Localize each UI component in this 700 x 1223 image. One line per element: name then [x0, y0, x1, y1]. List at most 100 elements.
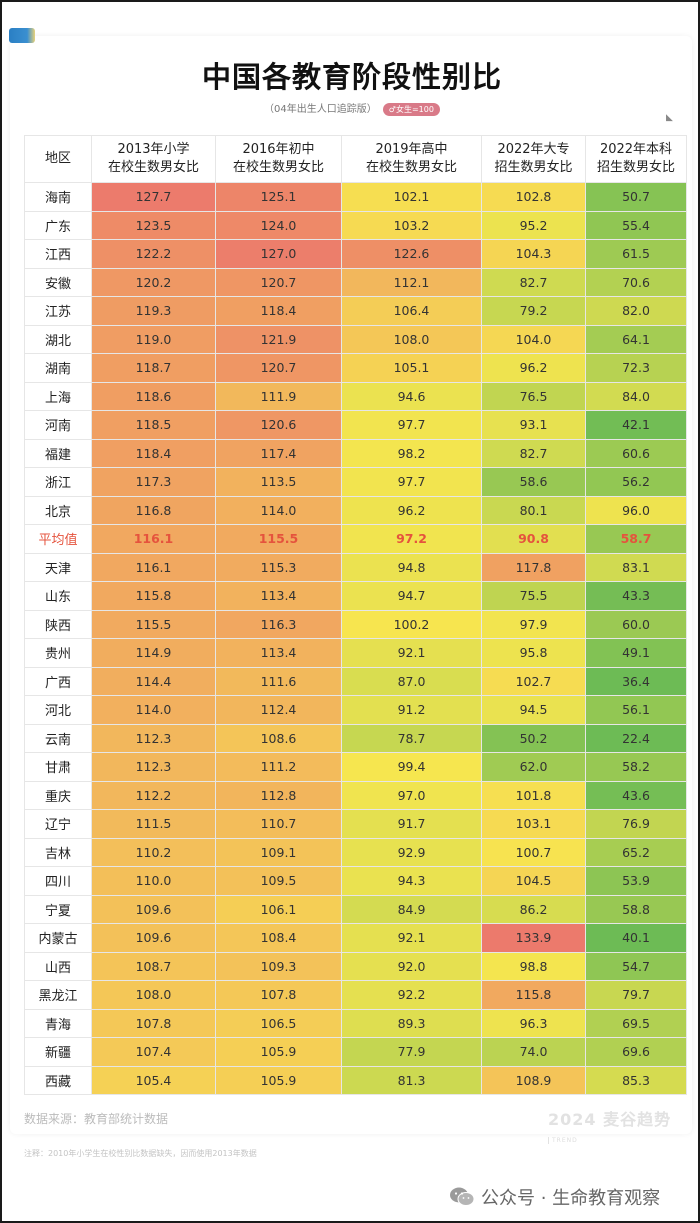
wechat-account: 公众号 · 生命教育观察: [449, 1184, 660, 1210]
value-cell: 97.0: [341, 780, 482, 810]
region-cell: 新疆: [24, 1037, 92, 1067]
table-row: 河北 114.0 112.4 91.2 94.5 56.1: [24, 695, 687, 725]
value-cell: 107.4: [91, 1037, 216, 1067]
value-cell: 104.5: [481, 866, 586, 896]
value-cell: 94.7: [341, 581, 482, 611]
value-cell: 102.7: [481, 666, 586, 696]
table-row: 西藏 105.4 105.9 81.3 108.9 85.3: [24, 1065, 687, 1095]
value-cell: 55.4: [585, 210, 687, 240]
column-header: 2013年小学 在校生数男女比: [91, 135, 216, 183]
value-cell: 56.2: [585, 467, 687, 497]
table-row: 安徽 120.2 120.7 112.1 82.7 70.6: [24, 267, 687, 297]
value-cell: 82.7: [481, 267, 586, 297]
value-cell: 114.0: [91, 695, 216, 725]
region-cell: 上海: [24, 381, 92, 411]
value-cell: 97.2: [341, 524, 482, 554]
value-cell: 110.7: [215, 809, 342, 839]
region-cell: 天津: [24, 552, 92, 582]
table-row: 辽宁 111.5 110.7 91.7 103.1 76.9: [24, 809, 687, 839]
value-cell: 107.8: [215, 980, 342, 1010]
table-row: 甘肃 112.3 111.2 99.4 62.0 58.2: [24, 752, 687, 782]
table-row: 贵州 114.9 113.4 92.1 95.8 49.1: [24, 638, 687, 668]
value-cell: 109.1: [215, 837, 342, 867]
brand-name: 2024 麦谷趋势: [548, 1110, 672, 1129]
value-cell: 124.0: [215, 210, 342, 240]
table-row: 湖南 118.7 120.7 105.1 96.2 72.3: [24, 353, 687, 383]
value-cell: 87.0: [341, 666, 482, 696]
value-cell: 79.7: [585, 980, 687, 1010]
value-cell: 122.2: [91, 239, 216, 269]
sex-ratio-table: 地区 2013年小学 在校生数男女比 2016年初中 在校生数男女比 2019年高中 在校生…: [24, 135, 687, 1095]
value-cell: 120.2: [91, 267, 216, 297]
value-cell: 80.1: [481, 495, 586, 525]
value-cell: 115.8: [481, 980, 586, 1010]
value-cell: 76.5: [481, 381, 586, 411]
value-cell: 108.4: [215, 923, 342, 953]
value-cell: 43.6: [585, 780, 687, 810]
region-cell: 西藏: [24, 1065, 92, 1095]
value-cell: 56.1: [585, 695, 687, 725]
value-cell: 111.6: [215, 666, 342, 696]
value-cell: 120.7: [215, 267, 342, 297]
region-cell: 青海: [24, 1008, 92, 1038]
table-row: 北京 116.8 114.0 96.2 80.1 96.0: [24, 495, 687, 525]
subtitle-row: （04年出生人口追踪版） ♂女生=100: [2, 100, 700, 116]
region-cell: 宁夏: [24, 894, 92, 924]
value-cell: 120.7: [215, 353, 342, 383]
value-cell: 110.2: [91, 837, 216, 867]
table-row: 天津 116.1 115.3 94.8 117.8 83.1: [24, 552, 687, 582]
value-cell: 43.3: [585, 581, 687, 611]
value-cell: 81.3: [341, 1065, 482, 1095]
value-cell: 85.3: [585, 1065, 687, 1095]
value-cell: 83.1: [585, 552, 687, 582]
region-cell: 广西: [24, 666, 92, 696]
average-row: 平均值 116.1 115.5 97.2 90.8 58.7: [24, 524, 687, 554]
value-cell: 118.5: [91, 410, 216, 440]
value-cell: 111.2: [215, 752, 342, 782]
value-cell: 113.5: [215, 467, 342, 497]
value-cell: 50.7: [585, 182, 687, 212]
value-cell: 116.8: [91, 495, 216, 525]
region-cell: 湖北: [24, 324, 92, 354]
value-cell: 108.7: [91, 951, 216, 981]
value-cell: 99.4: [341, 752, 482, 782]
table-row: 四川 110.0 109.5 94.3 104.5 53.9: [24, 866, 687, 896]
brand-small: TREND: [548, 1137, 578, 1144]
value-cell: 94.8: [341, 552, 482, 582]
value-cell: 108.6: [215, 723, 342, 753]
value-cell: 103.2: [341, 210, 482, 240]
value-cell: 102.8: [481, 182, 586, 212]
value-cell: 105.9: [215, 1065, 342, 1095]
region-cell: 福建: [24, 438, 92, 468]
value-cell: 108.0: [91, 980, 216, 1010]
table-row: 云南 112.3 108.6 78.7 50.2 22.4: [24, 723, 687, 753]
region-cell: 云南: [24, 723, 92, 753]
value-cell: 100.7: [481, 837, 586, 867]
value-cell: 69.6: [585, 1037, 687, 1067]
value-cell: 54.7: [585, 951, 687, 981]
value-cell: 84.0: [585, 381, 687, 411]
table-row: 河南 118.5 120.6 97.7 93.1 42.1: [24, 410, 687, 440]
table-row: 湖北 119.0 121.9 108.0 104.0 64.1: [24, 324, 687, 354]
region-cell: 浙江: [24, 467, 92, 497]
value-cell: 109.5: [215, 866, 342, 896]
value-cell: 118.4: [91, 438, 216, 468]
value-cell: 115.8: [91, 581, 216, 611]
value-cell: 86.2: [481, 894, 586, 924]
table-row: 内蒙古 109.6 108.4 92.1 133.9 40.1: [24, 923, 687, 953]
table-row: 宁夏 109.6 106.1 84.9 86.2 58.8: [24, 894, 687, 924]
value-cell: 77.9: [341, 1037, 482, 1067]
value-cell: 117.3: [91, 467, 216, 497]
value-cell: 104.3: [481, 239, 586, 269]
value-cell: 92.0: [341, 951, 482, 981]
column-header: 2022年大专 招生数男女比: [481, 135, 586, 183]
brand-logo: 2024 麦谷趋势 TREND: [548, 1106, 698, 1149]
table-row: 浙江 117.3 113.5 97.7 58.6 56.2: [24, 467, 687, 497]
value-cell: 50.2: [481, 723, 586, 753]
value-cell: 72.3: [585, 353, 687, 383]
value-cell: 58.2: [585, 752, 687, 782]
value-cell: 61.5: [585, 239, 687, 269]
value-cell: 121.9: [215, 324, 342, 354]
value-cell: 96.3: [481, 1008, 586, 1038]
value-cell: 120.6: [215, 410, 342, 440]
